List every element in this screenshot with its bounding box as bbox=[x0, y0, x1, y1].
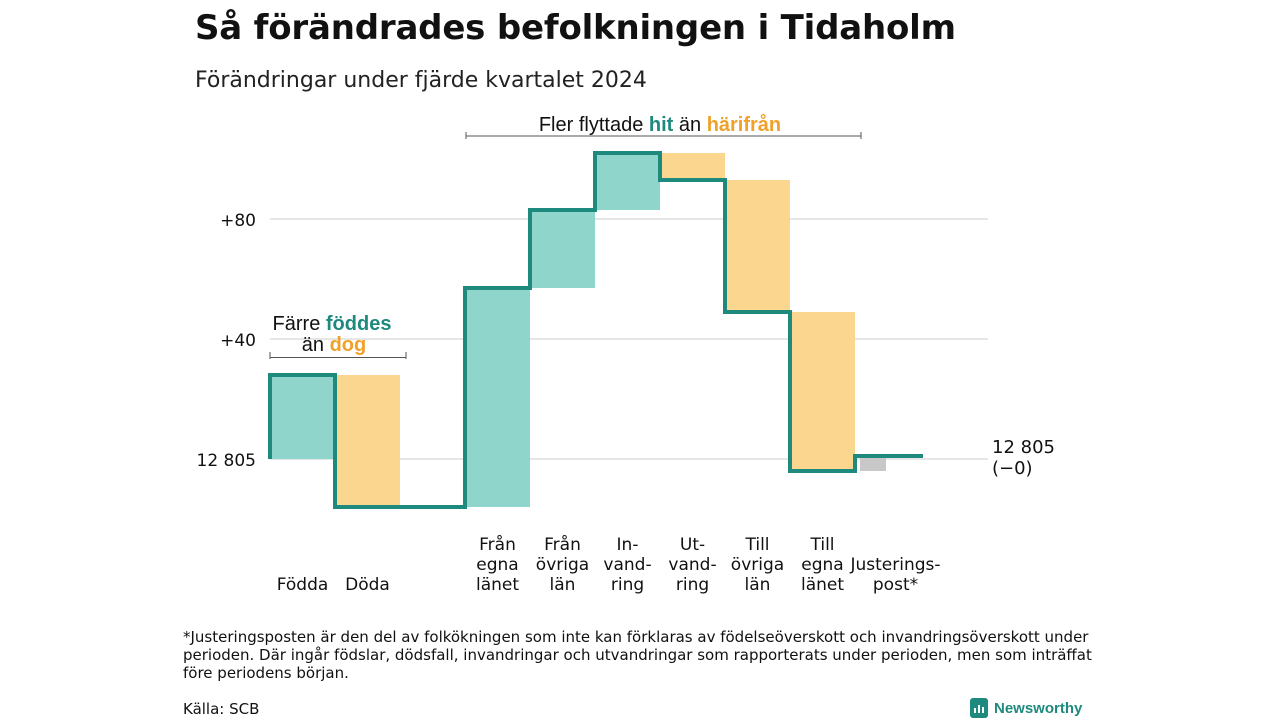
brand-logo[interactable]: Newsworthy bbox=[970, 697, 1082, 719]
category-label: vand- bbox=[668, 555, 716, 575]
category-labels: Födda DödaFrånegnalänetFrånövrigalänIn-va… bbox=[277, 534, 941, 595]
page-title: Så förändrades befolkningen i Tidaholm bbox=[195, 8, 956, 48]
migration-bracket bbox=[465, 132, 862, 139]
chart-icon bbox=[970, 698, 988, 718]
bar-outflow bbox=[792, 312, 855, 471]
category-label: län bbox=[745, 575, 771, 595]
bars bbox=[272, 153, 886, 507]
migration-annotation: Fler flyttade hit än härifrån bbox=[465, 113, 862, 139]
running-total-line bbox=[268, 151, 923, 509]
y-tick-label: +80 bbox=[220, 211, 256, 231]
bar-outflow bbox=[337, 375, 400, 507]
category-label: Döda bbox=[345, 575, 390, 595]
migration-annotation-text: Fler flyttade bbox=[539, 114, 649, 136]
category-label: vand- bbox=[603, 555, 651, 575]
migration-annotation-highlight: härifrån bbox=[707, 113, 781, 136]
category-label: övriga bbox=[536, 555, 589, 575]
bar-outflow bbox=[662, 153, 725, 180]
page-subtitle: Förändringar under fjärde kvartalet 2024 bbox=[195, 68, 647, 93]
category-label: Ut- bbox=[680, 535, 705, 555]
source-label: Källa: SCB bbox=[183, 700, 260, 718]
y-axis-ticks: 12 805 +40 +80 bbox=[197, 211, 256, 471]
category-label: Från bbox=[544, 534, 581, 555]
bar-adjustment bbox=[860, 458, 886, 471]
category-label: länet bbox=[476, 575, 519, 595]
category-label: Från bbox=[479, 534, 516, 555]
brand-name: Newsworthy bbox=[994, 699, 1083, 717]
category-label: Justerings- bbox=[849, 555, 940, 575]
category-label: In- bbox=[617, 535, 639, 555]
svg-text:Färre föddes: Färre föddes bbox=[273, 313, 392, 335]
category-label: Till bbox=[809, 535, 834, 555]
end-labels: 12 805(−0) bbox=[992, 437, 1055, 479]
category-label: Födda bbox=[277, 575, 329, 595]
category-label: ring bbox=[676, 575, 709, 595]
category-label: länet bbox=[801, 575, 844, 595]
births-annotation-highlight: föddes bbox=[326, 313, 392, 335]
bar-inflow bbox=[532, 210, 595, 288]
end-value-label: 12 805 bbox=[992, 437, 1055, 458]
births-annotation-text: Färre bbox=[273, 313, 326, 335]
category-label: län bbox=[550, 575, 576, 595]
category-label: post* bbox=[873, 575, 918, 595]
migration-annotation-highlight: hit bbox=[649, 114, 674, 136]
svg-text:än dog: än dog bbox=[302, 334, 366, 356]
births-bracket bbox=[269, 352, 407, 359]
category-label: övriga bbox=[731, 555, 784, 575]
category-label: egna bbox=[801, 555, 843, 575]
end-change-label: (−0) bbox=[992, 458, 1033, 479]
births-annotation: Färre föddes än dog bbox=[269, 313, 407, 359]
births-annotation-highlight: dog bbox=[330, 334, 367, 356]
births-annotation-text: än bbox=[302, 334, 330, 356]
bar-inflow bbox=[272, 375, 335, 459]
bar-inflow bbox=[597, 153, 660, 210]
category-label: Till bbox=[744, 535, 769, 555]
bar-inflow bbox=[467, 288, 530, 507]
migration-annotation-text: än bbox=[673, 114, 706, 136]
bar-outflow bbox=[727, 180, 790, 312]
y-tick-label: +40 bbox=[220, 331, 256, 351]
y-tick-label: 12 805 bbox=[197, 451, 256, 471]
category-label: egna bbox=[476, 555, 518, 575]
category-label: ring bbox=[611, 575, 644, 595]
svg-text:Fler flyttade hit än härifrån: Fler flyttade hit än härifrån bbox=[539, 113, 781, 136]
footnote: *Justeringsposten är den del av folkökni… bbox=[183, 628, 1092, 682]
